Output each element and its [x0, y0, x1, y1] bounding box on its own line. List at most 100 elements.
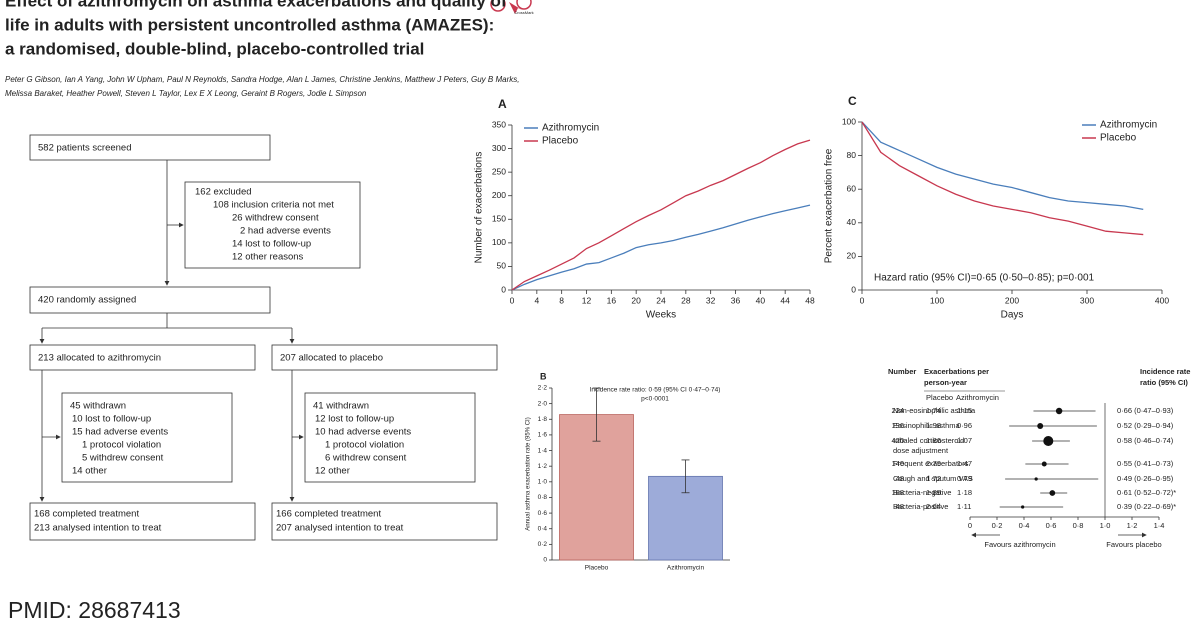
y-tick-label: 1·2	[538, 463, 548, 470]
cell-ratio: 0·49 (0·26–0·95)	[1117, 474, 1174, 483]
title-line: Effect of azithromycin on asthma exacerb…	[5, 0, 507, 10]
x-tick-label: 1·0	[1100, 521, 1111, 530]
y-tick-label: 0·2	[538, 541, 548, 548]
flow-text: 168 completed treatment	[34, 509, 139, 520]
cell-ratio: 0·55 (0·41–0·73)	[1117, 459, 1174, 468]
flow-text: 207 analysed intention to treat	[276, 523, 404, 534]
cell-ratio: 0·61 (0·52–0·72)*	[1117, 488, 1176, 497]
panel-label: A	[498, 97, 507, 111]
y-tick-label: 100	[842, 116, 856, 126]
x-tick-label: 24	[656, 295, 666, 305]
title-line: life in adults with persistent uncontrol…	[5, 15, 494, 34]
pmid: PMID: 28687413	[8, 597, 181, 623]
y-tick-label: 350	[492, 119, 506, 129]
x-tick-label: 48	[805, 295, 815, 305]
cell-azithromycin-rate: 1·07	[957, 436, 972, 445]
point-estimate	[1041, 461, 1047, 467]
flow-text: 166 completed treatment	[276, 509, 381, 520]
logo-cursor	[509, 2, 522, 14]
cell-placebo-rate: 1·98	[926, 421, 941, 430]
row-label: Bacteria-positive	[893, 502, 948, 511]
y-tick-label: 2·2	[538, 385, 548, 392]
point-estimate	[1037, 423, 1044, 429]
cell-placebo-rate: 1·85	[926, 488, 941, 497]
author-line: Peter G Gibson, Ian A Yang, John W Upham…	[5, 75, 519, 84]
cell-placebo-rate: 1·86	[926, 436, 941, 445]
y-tick-label: 1·8	[538, 416, 548, 423]
flow-text: 12 lost to follow-up	[315, 414, 394, 425]
cell-placebo-rate: 1·72	[926, 474, 941, 483]
y-tick-label: 0·4	[538, 525, 548, 532]
row-label: Inhaled corticosteroid	[893, 436, 964, 445]
y-tick-label: 100	[492, 237, 506, 247]
y-tick-label: 0	[501, 284, 506, 294]
x-tick-label: 28	[681, 295, 691, 305]
cell-number: 420	[891, 436, 904, 445]
x-tick-label: 0·6	[1046, 521, 1057, 530]
flow-text: 10 lost to follow-up	[72, 414, 151, 425]
flow-box	[271, 502, 498, 541]
cell-ratio: 0·39 (0·22–0·69)*	[1117, 502, 1176, 511]
flow-text: 26 withdrew consent	[232, 213, 319, 224]
flow-text: 2 had adverse events	[240, 226, 331, 237]
y-tick-label: 1·0	[538, 479, 548, 486]
legend-label: Placebo	[1100, 133, 1137, 144]
column-header: person-year	[924, 378, 967, 387]
flow-text: 12 other	[315, 466, 350, 477]
cell-azithromycin-rate: 1·18	[957, 488, 972, 497]
cell-azithromycin-rate: 1·15	[957, 406, 972, 415]
point-estimate	[1049, 490, 1056, 496]
point-estimate	[1055, 407, 1063, 415]
y-tick-label: 40	[847, 217, 857, 227]
flow-text: 6 withdrew consent	[325, 453, 407, 464]
logo-crossmark	[516, 0, 532, 10]
legend-label: Azithromycin	[1100, 120, 1157, 131]
flow-text: 12 other reasons	[232, 252, 304, 263]
panel-label: C	[848, 94, 857, 108]
y-tick-label: 1·4	[538, 447, 548, 454]
row-label: Cough and sputum VAS	[893, 474, 973, 483]
cell-number: 224	[891, 406, 904, 415]
cell-number: 48	[896, 474, 904, 483]
y-axis-label: Annual asthma exacerbation rate (95% CI)	[526, 417, 532, 530]
cell-placebo-rate: 2·64	[926, 502, 941, 511]
row-label: Bacteria-negative	[893, 488, 951, 497]
column-header: Number	[888, 367, 916, 376]
series-line	[861, 121, 1144, 236]
y-tick-label: 2·0	[538, 400, 548, 407]
cell-azithromycin-rate: 1·47	[957, 459, 972, 468]
annotation: p<0·0001	[641, 396, 669, 403]
cell-number: 196	[891, 421, 904, 430]
cell-number: 188	[891, 488, 904, 497]
cell-placebo-rate: 1·74	[926, 406, 941, 415]
x-tick-label: 1·2	[1127, 521, 1138, 530]
x-tick-label: 4	[534, 295, 539, 305]
column-header: ratio (95% CI)	[1140, 378, 1188, 387]
cell-placebo-rate: 2·79	[926, 459, 941, 468]
flow-box	[29, 134, 271, 161]
flow-text: 1 protocol violation	[325, 440, 404, 451]
series-line	[511, 204, 811, 291]
flow-text: 213 analysed intention to treat	[34, 523, 162, 534]
flow-text: 207 allocated to placebo	[280, 353, 383, 364]
flow-text: 45 withdrawn	[70, 401, 126, 412]
x-tick-label: 0·4	[1019, 521, 1030, 530]
column-header: Incidence rate	[1140, 367, 1190, 376]
flow-box	[61, 392, 233, 483]
flow-text: 582 patients screened	[38, 143, 131, 154]
legend-label: Placebo	[542, 136, 579, 147]
y-axis-label: Percent exacerbation free	[824, 148, 835, 263]
x-tick-label: 0·8	[1073, 521, 1084, 530]
column-header: Exacerbations per	[924, 367, 989, 376]
x-tick-label: 16	[607, 295, 617, 305]
x-tick-label: 44	[780, 295, 790, 305]
cell-ratio: 0·52 (0·29–0·94)	[1117, 421, 1174, 430]
y-tick-label: 80	[847, 150, 857, 160]
flow-text: 14 lost to follow-up	[232, 239, 311, 250]
title-line: a randomised, double-blind, placebo-cont…	[5, 39, 424, 58]
flow-box	[29, 344, 256, 371]
y-tick-label: 300	[492, 143, 506, 153]
favours-label: Favours placebo	[1106, 540, 1161, 549]
x-tick-label: 400	[1155, 295, 1169, 305]
